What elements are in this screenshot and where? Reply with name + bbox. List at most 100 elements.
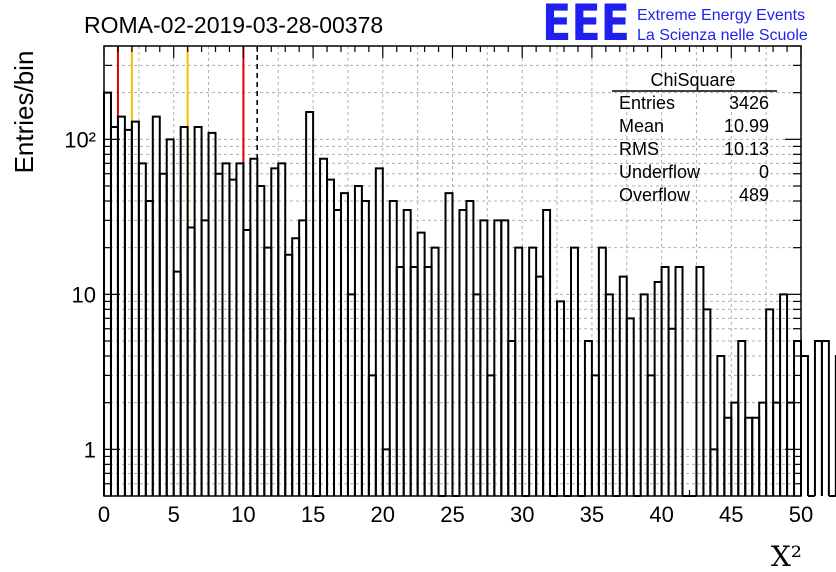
- histogram-bin: [346, 293, 356, 496]
- histogram-bars: [103, 91, 836, 497]
- histogram-bin: [430, 246, 440, 496]
- histogram-bin: [820, 339, 830, 496]
- y-tick-label: 1: [84, 437, 96, 462]
- histogram-bin: [123, 128, 133, 496]
- histogram-bin: [800, 355, 809, 496]
- histogram-bin: [249, 157, 259, 496]
- histogram-bin: [569, 246, 579, 496]
- stats-row-value: 3426: [729, 93, 769, 113]
- x-tick-label: 15: [301, 502, 325, 527]
- x-tick-label: 35: [580, 502, 604, 527]
- histogram-bin: [500, 219, 510, 496]
- org-name: Extreme Energy Events: [637, 7, 805, 24]
- histogram-bin: [221, 162, 231, 496]
- histogram-bin: [179, 126, 189, 496]
- histogram-bin: [465, 200, 475, 496]
- histogram-bin: [207, 131, 217, 496]
- stats-box: ChiSquare Entries 3426 Mean 10.99 RMS 10.13 Un…: [612, 70, 777, 205]
- x-tick-label: 20: [371, 502, 395, 527]
- y-tick-label: 10: [72, 282, 96, 307]
- histogram-bin: [793, 339, 802, 496]
- stats-row-value: 0: [759, 162, 769, 182]
- histogram-bin: [779, 293, 789, 496]
- histogram-bin: [214, 172, 224, 496]
- y-tick-label: 10²: [64, 127, 96, 152]
- histogram-bin: [165, 138, 175, 496]
- stats-title: ChiSquare: [650, 70, 735, 90]
- histogram-bin: [479, 219, 489, 496]
- y-axis-label: Entries/bin: [9, 51, 39, 174]
- x-tick-label: 30: [510, 502, 534, 527]
- histogram-bin: [542, 208, 552, 496]
- histogram-bin: [737, 339, 747, 496]
- stats-row-label: Entries: [619, 93, 675, 113]
- x-tick-label: 10: [231, 502, 255, 527]
- stats-row-value: 10.99: [724, 116, 769, 136]
- histogram-bin: [514, 246, 524, 496]
- histogram-bin: [305, 111, 315, 496]
- histogram-bin: [235, 162, 245, 496]
- histogram-bin: [583, 339, 593, 496]
- histogram-bin: [604, 293, 614, 496]
- histogram-bin: [639, 293, 649, 496]
- eee-logo: EEE: [542, 0, 630, 52]
- histogram-bin: [333, 208, 342, 496]
- histogram-bin: [172, 270, 182, 496]
- x-tick-label: 40: [649, 502, 673, 527]
- histogram-bin: [130, 120, 140, 496]
- histogram-bin: [270, 167, 280, 496]
- histogram-bin: [291, 237, 301, 496]
- histogram-bin: [374, 167, 384, 496]
- stats-row-label: Overflow: [619, 185, 691, 205]
- stats-row-label: Underflow: [619, 162, 701, 182]
- histogram-bin: [507, 339, 517, 496]
- stats-row-value: 489: [739, 185, 769, 205]
- x-tick-label: 5: [168, 502, 180, 527]
- histogram-bin: [326, 178, 336, 496]
- histogram-bin: [472, 293, 482, 496]
- axis-ticks: [103, 45, 802, 497]
- histogram-bin: [646, 374, 656, 496]
- histogram-bin: [716, 355, 726, 496]
- org-subtitle: La Scienza nelle Scuole: [637, 27, 808, 44]
- histogram-bin: [298, 219, 308, 496]
- histogram-bin: [444, 192, 454, 496]
- histogram-bin: [319, 157, 329, 496]
- histogram-bin: [158, 172, 168, 496]
- stats-row-label: Mean: [619, 116, 664, 136]
- histogram-bin: [702, 308, 712, 496]
- histogram-bin: [674, 266, 684, 496]
- histogram-bin: [458, 208, 468, 496]
- y-tick-labels: 1 10 10²: [64, 127, 96, 462]
- histogram-bin: [625, 317, 635, 496]
- histogram-bin: [193, 126, 203, 496]
- x-tick-label: 25: [440, 502, 464, 527]
- histogram-bin: [813, 339, 823, 496]
- x-tick-labels: 0 5 10 15 20 25 30 35 40 45 50: [98, 502, 813, 527]
- histogram-bin: [667, 327, 677, 496]
- x-tick-label: 50: [789, 502, 813, 527]
- stats-rows: Entries 3426 Mean 10.99 RMS 10.13 Underflow 0 Ov…: [619, 93, 769, 205]
- histogram-bin: [339, 192, 349, 496]
- histogram-bin: [263, 246, 273, 496]
- histogram-bin: [109, 126, 119, 496]
- stats-row-value: 10.13: [724, 139, 769, 159]
- histogram-bin: [367, 374, 377, 496]
- histogram-bin: [528, 246, 538, 496]
- histogram-bin: [486, 374, 496, 496]
- histogram-bin: [277, 162, 287, 496]
- histogram-bin: [200, 219, 210, 496]
- histogram-bin: [144, 200, 154, 496]
- histogram-bin: [360, 200, 370, 496]
- histogram-bin: [402, 208, 412, 496]
- x-axis-label: X²: [771, 540, 802, 572]
- histogram-bin: [590, 374, 600, 496]
- histogram-bin: [228, 178, 238, 496]
- stats-row-label: RMS: [619, 139, 659, 159]
- x-tick-label: 45: [719, 502, 743, 527]
- histogram-bin: [388, 200, 398, 496]
- histogram-bin: [137, 162, 147, 496]
- histogram-bin: [597, 246, 607, 496]
- histogram-bin: [556, 300, 566, 496]
